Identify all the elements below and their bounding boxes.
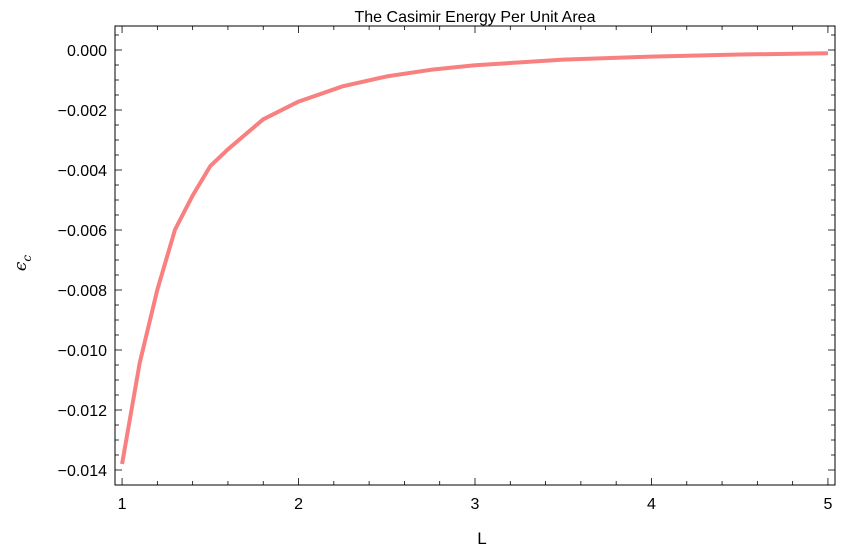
- series-line: [120, 51, 828, 465]
- x-tick-label: 3: [471, 496, 480, 513]
- y-axis-label: ϵc: [11, 255, 34, 272]
- y-tick-label: −0.002: [58, 103, 107, 120]
- x-tick-label: 5: [823, 496, 832, 513]
- x-tick-label: 2: [294, 496, 303, 513]
- chart-title: The Casimir Energy Per Unit Area: [355, 9, 596, 26]
- y-tick-label: 0.000: [67, 43, 107, 60]
- plot-frame: [114, 25, 836, 486]
- y-tick-label: −0.012: [58, 403, 107, 420]
- y-tick-label: −0.010: [58, 343, 107, 360]
- x-tick-label: 4: [647, 496, 656, 513]
- axis-ticks: [115, 26, 835, 486]
- axis-tick-labels: 1 2 3 4 5 0.000 −0.002 −0.004 −0.006 −0.008 −0.010…: [58, 43, 833, 513]
- y-tick-label: −0.004: [58, 163, 107, 180]
- y-tick-label: −0.014: [58, 463, 107, 480]
- y-axis-label-main: ϵ: [11, 261, 31, 271]
- y-axis-label-subscript: c: [20, 255, 34, 262]
- data-series: [120, 51, 828, 465]
- x-tick-label: 1: [118, 496, 127, 513]
- y-tick-label: −0.008: [58, 283, 107, 300]
- y-tick-label: −0.006: [58, 223, 107, 240]
- x-axis-label: L: [477, 529, 486, 548]
